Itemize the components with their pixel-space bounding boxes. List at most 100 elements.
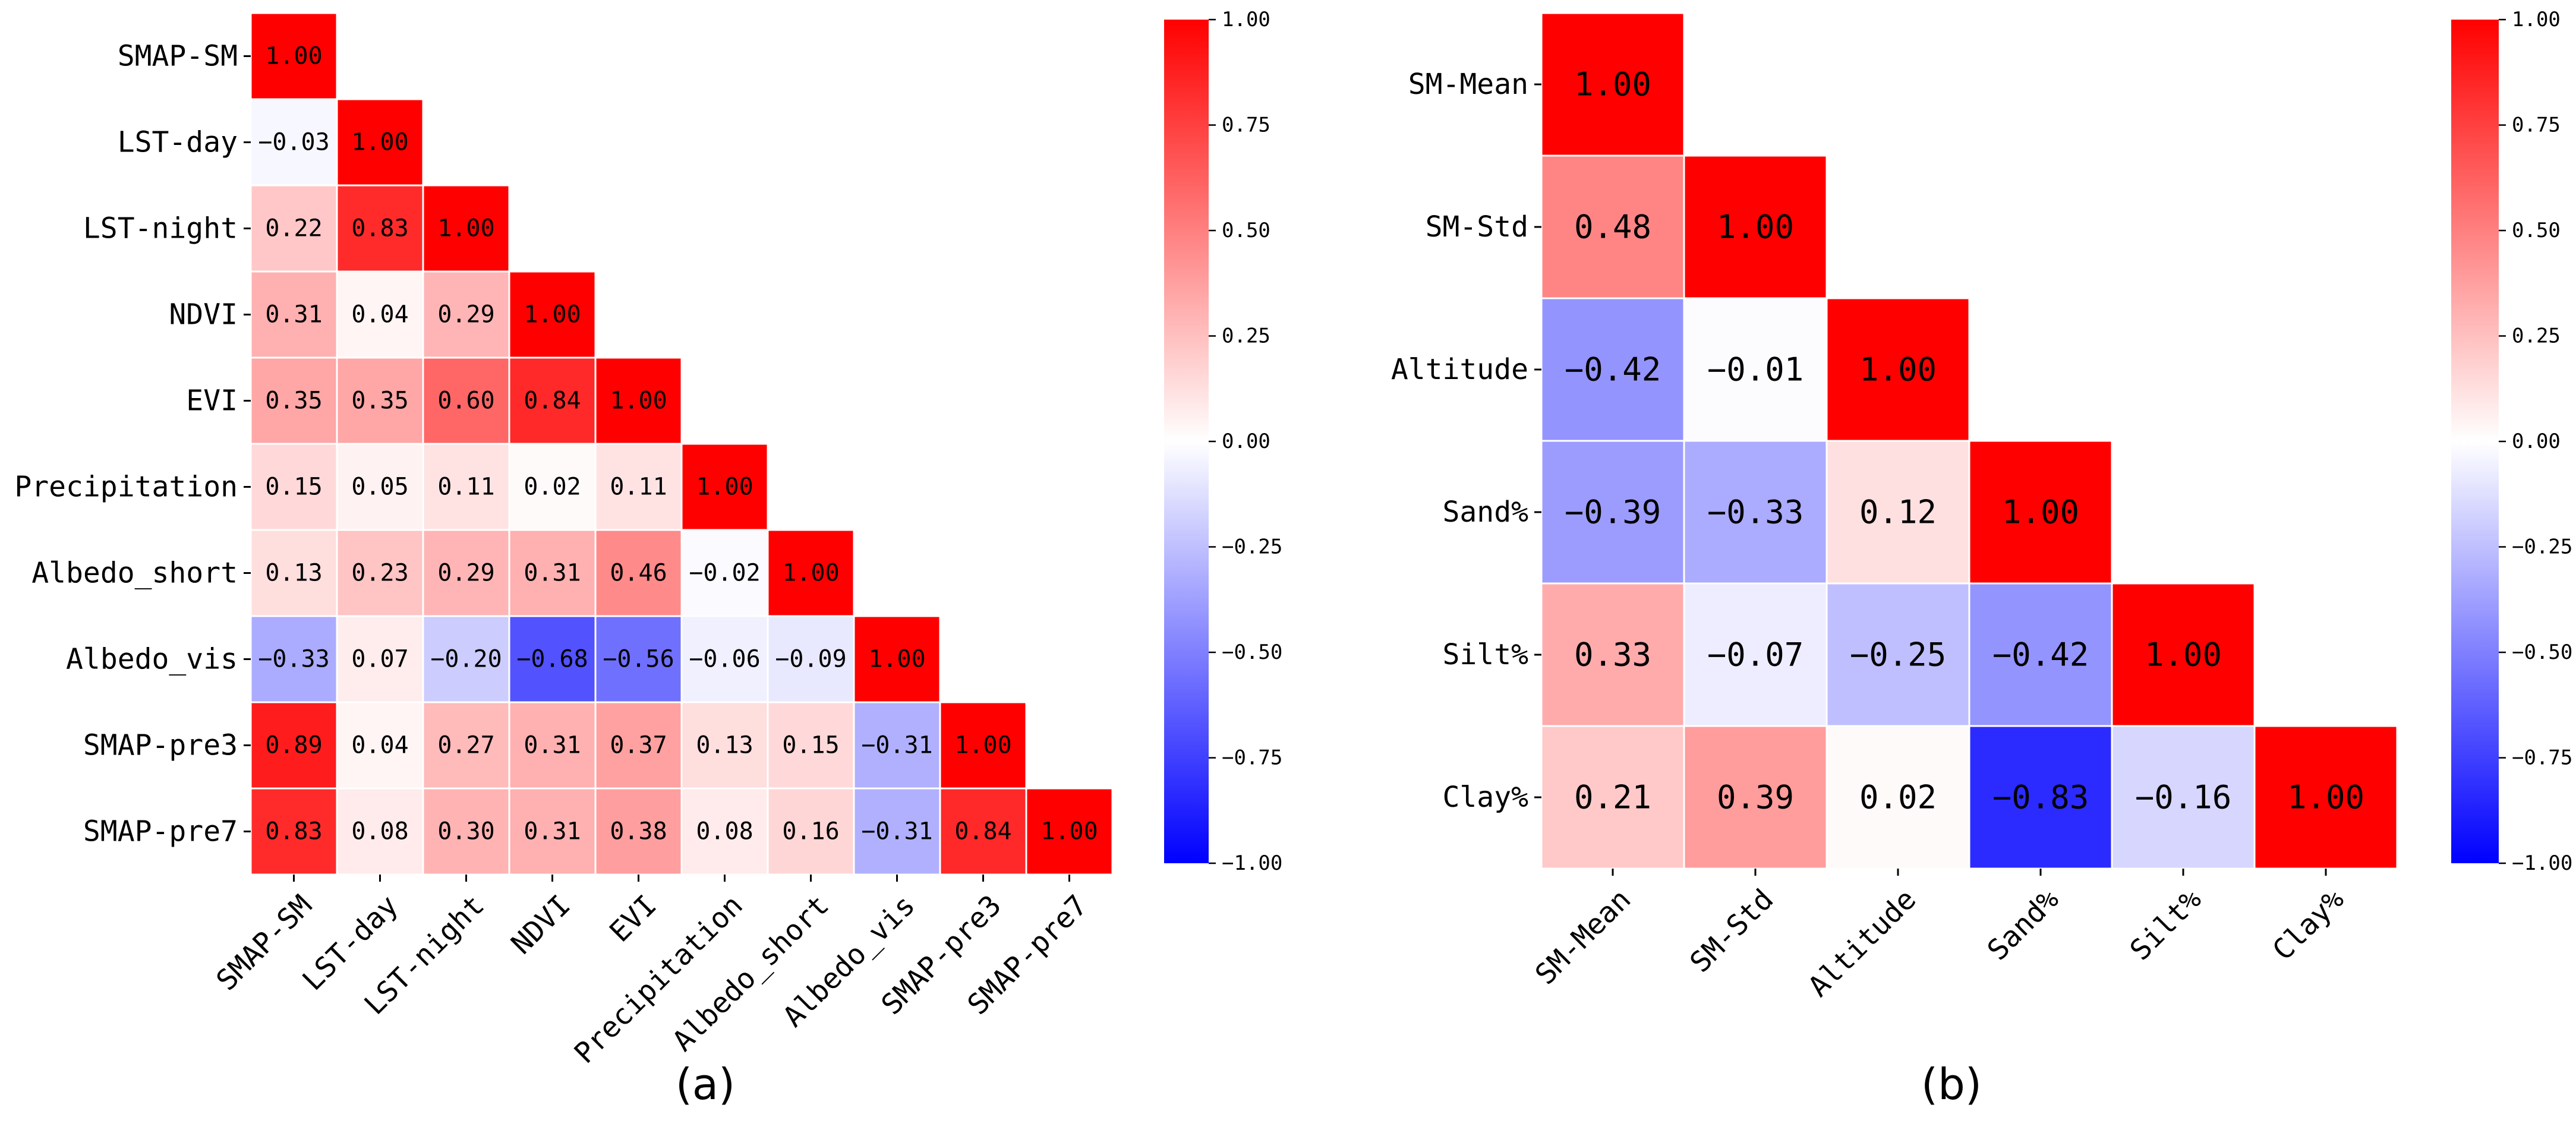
cell-value-label: 0.11 — [437, 474, 494, 501]
heatmap-cell — [336, 787, 424, 876]
cell-value-label: 0.08 — [351, 818, 408, 845]
colorbar-tick-label: 0.50 — [2512, 219, 2561, 242]
colorbar-tick-label: −1.00 — [2512, 851, 2572, 875]
heatmap-cell — [422, 184, 510, 273]
heatmap-cell — [508, 787, 597, 876]
cell-value-label: −0.25 — [1850, 636, 1947, 674]
cell-value-label: 1.00 — [265, 43, 322, 70]
y-tick-label: EVI — [186, 384, 238, 418]
cell-value-label: 0.33 — [1574, 636, 1651, 674]
heatmap-cell — [336, 270, 424, 359]
heatmap-cell — [336, 443, 424, 531]
cell-value-label: −0.31 — [861, 818, 932, 845]
cell-value-label: −0.33 — [1707, 494, 1804, 531]
cell-value-label: 0.31 — [524, 732, 581, 759]
cell-value-label: 0.02 — [1859, 779, 1937, 816]
y-tick-label: SM-Mean — [1408, 68, 1528, 101]
cell-value-label: 0.27 — [437, 732, 494, 759]
heatmap-cell — [1825, 297, 1970, 442]
cell-value-label: 1.00 — [1717, 209, 1794, 246]
x-tick-label: Silt% — [2124, 883, 2208, 967]
colorbar-tick-label: −0.50 — [1222, 640, 1282, 664]
colorbar-tick-label: −0.25 — [2512, 535, 2572, 559]
cell-value-label: 1.00 — [868, 646, 925, 673]
heatmap-cell — [1683, 582, 1828, 727]
heatmap-cell — [250, 529, 338, 617]
heatmap-cell — [2253, 725, 2398, 870]
cell-value-label: −0.42 — [1992, 636, 2089, 674]
cell-value-label: 0.29 — [437, 301, 494, 329]
cell-value-label: 1.00 — [696, 474, 753, 501]
cell-value-label: 0.35 — [351, 387, 408, 415]
colorbar-tick-label: −0.75 — [1222, 746, 1282, 770]
colorbar-tick-label: −0.25 — [1222, 535, 1282, 559]
colorbar-tick-label: 1.00 — [1222, 8, 1270, 31]
heatmap-cell — [853, 787, 941, 876]
heatmap-cell — [594, 443, 683, 531]
cell-value-label: 0.12 — [1859, 494, 1937, 531]
cell-value-label: 1.00 — [1041, 818, 1098, 845]
colorbar-tick-label: 0.50 — [1222, 219, 1270, 242]
y-tick-label: Precipitation — [14, 471, 238, 504]
heatmap-cell — [2111, 582, 2256, 727]
cell-value-label: 0.21 — [1574, 779, 1651, 816]
x-tick-label: EVI — [603, 889, 663, 949]
cell-value-label: 0.31 — [524, 818, 581, 845]
heatmap-cell — [422, 615, 510, 703]
y-tick-label: Sand% — [1443, 495, 1529, 529]
cell-value-label: −0.42 — [1565, 351, 1661, 389]
heatmap-cell — [2111, 725, 2256, 870]
colorbar-tick-label: −1.00 — [1222, 851, 1282, 875]
y-tick-label: SMAP-SM — [118, 40, 238, 73]
cell-value-label: 0.08 — [696, 818, 753, 845]
cell-value-label: 0.04 — [351, 301, 408, 329]
cell-value-label: 0.83 — [351, 215, 408, 242]
cell-value-label: 0.48 — [1574, 209, 1651, 246]
colorbar-tick-label: −0.50 — [2512, 640, 2572, 664]
heatmap-cell — [853, 615, 941, 703]
cell-value-label: 0.37 — [610, 732, 667, 759]
cell-value-label: 0.11 — [610, 474, 667, 501]
cell-value-label: −0.39 — [1565, 494, 1661, 531]
cell-value-label: 0.16 — [782, 818, 839, 845]
cell-value-label: 0.05 — [351, 474, 408, 501]
y-tick-label: LST-day — [118, 126, 238, 159]
cell-value-label: 1.00 — [1859, 351, 1937, 389]
cell-value-label: 0.29 — [437, 560, 494, 587]
heatmap-cell — [422, 701, 510, 790]
x-tick-label: Altitude — [1802, 883, 1922, 1003]
colorbar — [1164, 20, 1209, 863]
cell-value-label: −0.31 — [861, 732, 932, 759]
heatmap-cell — [250, 12, 338, 100]
heatmap-cell — [1968, 440, 2113, 585]
heatmap-cell — [508, 701, 597, 790]
heatmap-cell — [250, 701, 338, 790]
heatmap-cell — [680, 443, 769, 531]
heatmap-cell — [680, 787, 769, 876]
heatmap-cell — [250, 615, 338, 703]
cell-value-label: −0.09 — [775, 646, 846, 673]
cell-value-label: −0.83 — [1992, 779, 2089, 816]
heatmap-cell — [680, 529, 769, 617]
y-tick-label: SMAP-pre7 — [83, 815, 238, 848]
cell-value-label: 0.46 — [610, 560, 667, 587]
cell-value-label: 1.00 — [954, 732, 1011, 759]
heatmap-cell — [767, 529, 855, 617]
y-tick-label: LST-night — [83, 212, 238, 245]
heatmap-cell — [508, 270, 597, 359]
heatmap-cell — [1540, 440, 1685, 585]
heatmap-cell — [939, 701, 1027, 790]
heatmap-cell — [1825, 582, 1970, 727]
heatmap-cell — [1540, 297, 1685, 442]
cell-value-label: 0.13 — [696, 732, 753, 759]
cell-value-label: 0.31 — [265, 301, 322, 329]
y-tick-label: SMAP-pre3 — [83, 729, 238, 762]
y-tick-label: NDVI — [169, 298, 238, 332]
x-tick-label: Albedo_short — [666, 889, 835, 1058]
panel-label: (a) — [676, 1059, 735, 1109]
cell-value-label: −0.06 — [689, 646, 760, 673]
cell-value-label: 1.00 — [610, 387, 667, 415]
colorbar-tick-label: 0.00 — [1222, 430, 1270, 453]
y-tick-label: Altitude — [1391, 353, 1528, 386]
heatmap-cell — [422, 443, 510, 531]
